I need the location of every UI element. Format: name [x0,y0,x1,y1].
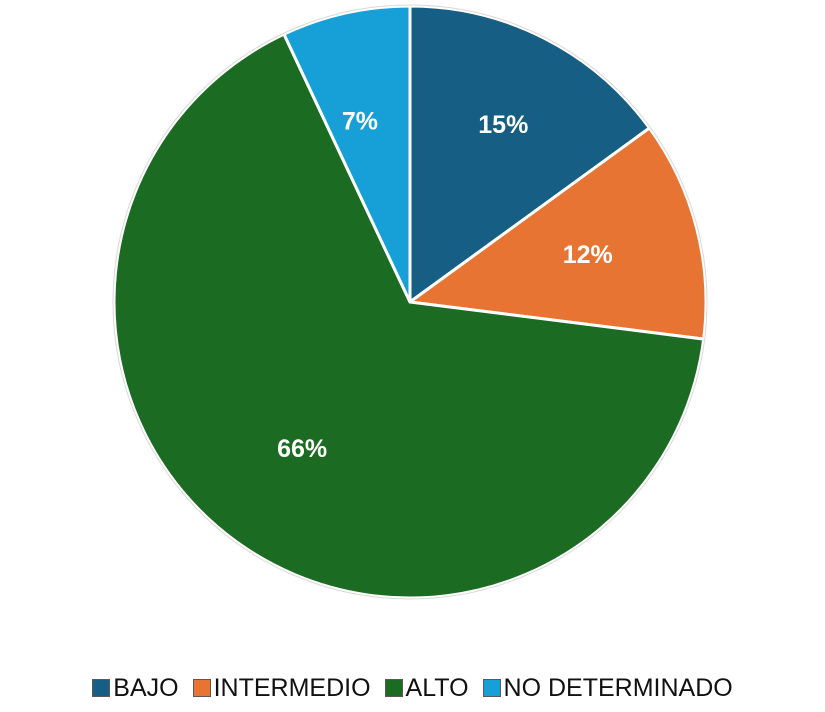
pie-slice-no-determinado [281,4,412,303]
pie-outline [112,4,708,600]
legend-label: ALTO [405,673,469,702]
legend-swatch [482,679,501,697]
pie-slice-intermedio [406,125,708,341]
pie-data-labels: 15% 12% 66% 7% [277,108,613,464]
data-label-bajo: 15% [478,111,528,139]
data-label-no-determinado: 7% [342,108,378,136]
legend-item-no-determinado: NO DETERMINADO [482,673,733,703]
legend-label: INTERMEDIO [213,673,371,702]
legend-swatch [92,679,111,697]
legend-item-intermedio: INTERMEDIO [192,673,371,703]
legend: BAJO INTERMEDIO ALTO NO DETERMINADO [0,668,825,708]
legend-item-alto: ALTO [384,673,469,703]
legend-label: NO DETERMINADO [503,673,733,702]
data-label-alto: 66% [277,435,327,463]
pie-slice-bajo [408,4,652,305]
legend-item-bajo: BAJO [92,673,179,703]
pie-chart: 15% 12% 66% 7% [112,4,708,600]
legend-swatch [384,679,403,697]
data-label-intermedio: 12% [563,241,613,269]
legend-swatch [192,679,211,697]
pie-slices [112,4,708,600]
legend-label: BAJO [113,673,179,702]
pie-slice-alto [112,32,706,600]
